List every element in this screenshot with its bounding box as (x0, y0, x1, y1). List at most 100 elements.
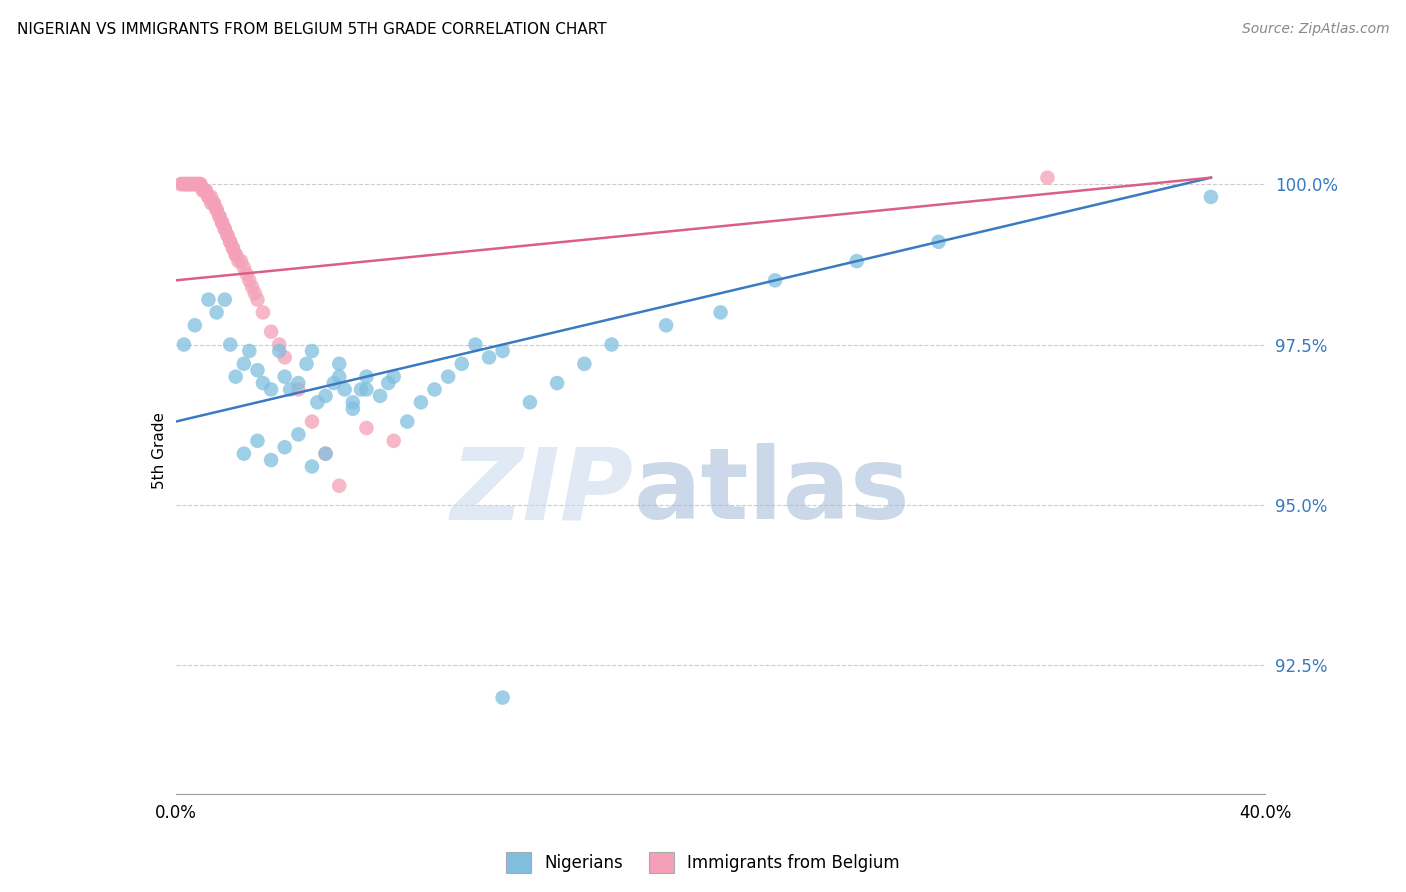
Point (519, 395, 541, 409)
Point (184, 177, 207, 191)
Point (219, 337, 242, 351)
Point (205, 305, 228, 319)
Point (409, 395, 432, 409)
Point (246, 293, 269, 307)
Point (301, 415, 323, 429)
Point (356, 383, 378, 397)
Point (328, 369, 350, 384)
Point (243, 286, 266, 301)
Point (600, 337, 623, 351)
Point (179, 177, 201, 191)
Point (184, 177, 207, 191)
Point (1036, 170, 1059, 185)
Point (208, 209, 231, 223)
Point (225, 248, 247, 262)
Point (208, 209, 231, 223)
Point (191, 184, 214, 198)
Point (763, 273, 786, 287)
Point (238, 273, 260, 287)
Point (232, 260, 254, 275)
Point (197, 190, 219, 204)
Point (252, 376, 274, 390)
Point (202, 196, 225, 211)
Point (205, 202, 228, 217)
Point (492, 343, 515, 358)
Point (342, 395, 364, 409)
Point (188, 177, 211, 191)
Point (423, 383, 446, 397)
Point (368, 389, 391, 403)
Point (200, 190, 222, 204)
Point (205, 202, 228, 217)
Point (492, 690, 515, 705)
Point (194, 184, 217, 198)
Point (238, 343, 260, 358)
Point (307, 395, 329, 409)
Point (184, 318, 207, 333)
Point (437, 369, 460, 384)
Point (350, 383, 373, 397)
Legend: Nigerians, Immigrants from Belgium: Nigerians, Immigrants from Belgium (499, 846, 907, 880)
Point (322, 376, 344, 390)
Point (260, 325, 283, 339)
Point (225, 369, 247, 384)
Point (170, 177, 193, 191)
Point (260, 453, 283, 467)
Text: Source: ZipAtlas.com: Source: ZipAtlas.com (1241, 22, 1389, 37)
Point (179, 177, 201, 191)
Point (382, 434, 405, 448)
Point (214, 222, 236, 236)
Point (222, 241, 245, 255)
Point (197, 190, 219, 204)
Point (222, 241, 245, 255)
Point (328, 357, 350, 371)
Point (464, 337, 486, 351)
Point (232, 447, 254, 461)
Point (377, 376, 399, 390)
Point (179, 177, 201, 191)
Point (235, 267, 257, 281)
Point (184, 177, 207, 191)
Text: atlas: atlas (633, 443, 910, 541)
Point (546, 376, 568, 390)
Point (194, 184, 217, 198)
Point (176, 177, 198, 191)
Point (295, 357, 318, 371)
Point (181, 177, 204, 191)
Point (356, 421, 378, 435)
Text: NIGERIAN VS IMMIGRANTS FROM BELGIUM 5TH GRADE CORRELATION CHART: NIGERIAN VS IMMIGRANTS FROM BELGIUM 5TH … (17, 22, 606, 37)
Point (173, 177, 195, 191)
Point (315, 389, 337, 403)
Point (342, 401, 364, 416)
Point (214, 222, 236, 236)
Point (450, 357, 472, 371)
Point (274, 351, 297, 365)
Point (396, 415, 419, 429)
Point (188, 177, 211, 191)
Point (231, 254, 253, 268)
Point (191, 184, 214, 198)
Point (928, 235, 950, 249)
Point (333, 383, 356, 397)
Point (246, 363, 269, 377)
Point (186, 177, 209, 191)
Point (176, 177, 198, 191)
Point (274, 440, 297, 454)
Point (252, 305, 274, 319)
Point (211, 216, 233, 230)
Point (228, 254, 250, 268)
Point (315, 447, 337, 461)
Point (176, 177, 198, 191)
Point (278, 383, 301, 397)
Point (246, 434, 269, 448)
Point (478, 351, 501, 365)
Point (1199, 190, 1222, 204)
Point (287, 427, 309, 442)
Point (845, 254, 868, 268)
Point (217, 228, 239, 243)
Text: ZIP: ZIP (450, 443, 633, 541)
Point (200, 196, 222, 211)
Point (356, 369, 378, 384)
Point (287, 383, 309, 397)
Point (173, 337, 195, 351)
